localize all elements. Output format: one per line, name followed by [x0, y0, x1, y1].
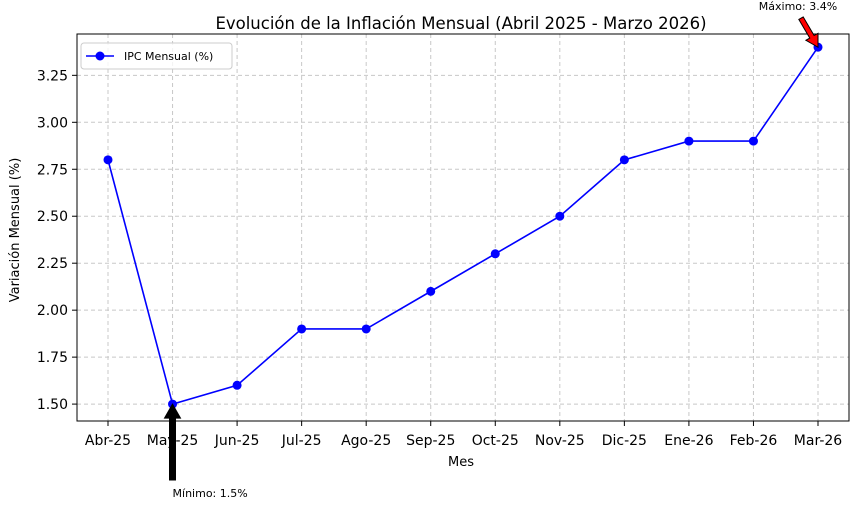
x-tick-label: Dic-25 [602, 433, 647, 449]
x-axis-title: Mes [448, 455, 474, 470]
x-tick-label: Mar-26 [794, 433, 842, 449]
x-axis-ticks: Abr-25May-25Jun-25Jul-25Ago-25Sep-25Oct-… [85, 421, 842, 449]
plot-area-frame [76, 33, 850, 422]
data-point [748, 136, 758, 146]
x-tick-label: Feb-26 [730, 433, 778, 449]
x-tick-label: Jul-25 [281, 433, 322, 449]
data-point [426, 286, 436, 296]
y-tick-label: 2.25 [37, 256, 68, 272]
data-point [490, 249, 500, 259]
grid-lines [77, 34, 849, 421]
x-tick-label: Jun-25 [214, 433, 260, 449]
x-tick-label: Ago-25 [341, 433, 391, 449]
data-point [297, 324, 307, 334]
chart-title: Evolución de la Inflación Mensual (Abril… [215, 14, 706, 33]
data-point [232, 380, 242, 390]
data-point [619, 155, 629, 165]
data-point [684, 136, 694, 146]
y-axis-ticks: 1.50 1.75 2.00 2.25 2.50 2.75 3.00 3.25 [37, 68, 77, 413]
legend-marker-swatch [95, 51, 105, 61]
x-tick-label: Oct-25 [472, 433, 519, 449]
data-point [555, 211, 565, 221]
y-tick-label: 3.25 [37, 68, 68, 84]
max-annotation-arrow [798, 16, 819, 49]
y-axis-title: Variación Mensual (%) [8, 158, 23, 303]
annotations: Máximo: 3.4% Mínimo: 1.5% [163, 0, 837, 500]
y-tick-label: 2.50 [37, 209, 68, 225]
min-annotation-arrow [163, 403, 182, 481]
x-tick-label: Sep-25 [406, 433, 455, 449]
legend: IPC Mensual (%) [80, 42, 233, 70]
series-line [107, 46, 819, 406]
x-tick-label: Ene-26 [664, 433, 713, 449]
max-annotation-label: Máximo: 3.4% [759, 0, 837, 13]
y-tick-label: 3.00 [37, 115, 68, 131]
data-point [361, 324, 371, 334]
legend-entry-label: IPC Mensual (%) [124, 50, 213, 63]
legend-box [80, 42, 233, 70]
data-point [103, 155, 113, 165]
x-tick-label: Nov-25 [535, 433, 585, 449]
y-tick-label: 2.00 [37, 303, 68, 319]
y-tick-label: 1.50 [37, 397, 68, 413]
x-tick-label: Abr-25 [85, 433, 131, 449]
y-tick-label: 2.75 [37, 162, 68, 178]
series-line-group [103, 42, 823, 409]
y-tick-label: 1.75 [37, 350, 68, 366]
min-annotation-label: Mínimo: 1.5% [173, 487, 248, 500]
